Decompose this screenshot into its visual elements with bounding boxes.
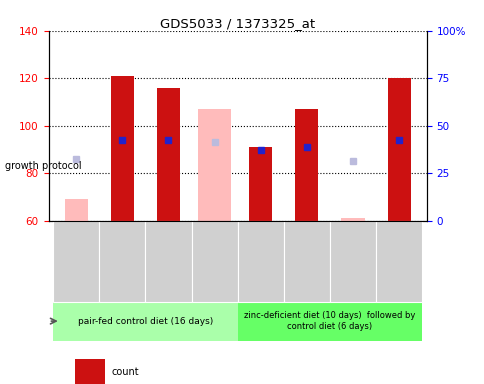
- Bar: [110, 76, 134, 221]
- Bar: [75, 359, 105, 384]
- Bar: [341, 218, 364, 221]
- Bar: [237, 302, 421, 341]
- Bar: [295, 109, 318, 221]
- Title: GDS5033 / 1373325_at: GDS5033 / 1373325_at: [160, 17, 315, 30]
- Bar: [157, 88, 180, 221]
- Bar: [53, 221, 99, 302]
- Bar: [145, 221, 191, 302]
- Bar: [375, 221, 421, 302]
- Bar: [249, 147, 272, 221]
- Bar: [283, 221, 329, 302]
- Text: growth protocol: growth protocol: [5, 161, 81, 170]
- Bar: [387, 78, 410, 221]
- Bar: [53, 302, 237, 341]
- Text: pair-fed control diet (16 days): pair-fed control diet (16 days): [77, 317, 212, 326]
- Bar: [191, 221, 237, 302]
- Bar: [64, 199, 88, 221]
- Bar: [99, 221, 145, 302]
- Bar: [237, 221, 283, 302]
- Bar: [198, 109, 230, 221]
- Bar: [329, 221, 375, 302]
- Text: zinc-deficient diet (10 days)  followed by
control diet (6 days): zinc-deficient diet (10 days) followed b…: [244, 311, 415, 331]
- Text: count: count: [111, 367, 138, 377]
